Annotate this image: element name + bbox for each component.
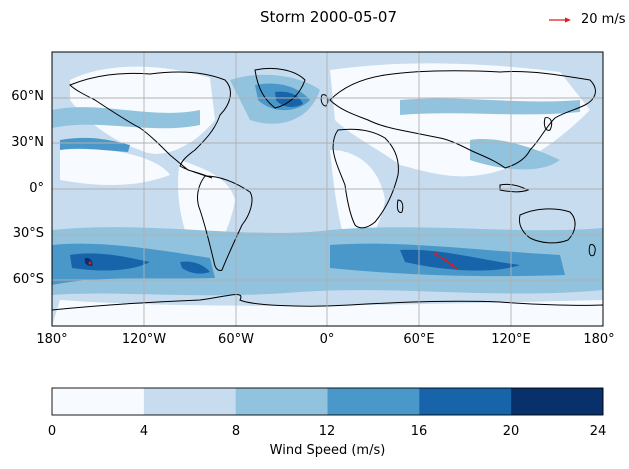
x-tick-120w: 120°W	[121, 332, 167, 347]
x-tick-180w: 180°	[36, 332, 68, 347]
colorbar-swatch	[511, 388, 604, 415]
x-tick-60w: 60°W	[218, 332, 254, 347]
australia-outline	[519, 208, 576, 244]
colorbar-tick-16: 16	[410, 424, 428, 439]
gridlines	[52, 52, 603, 326]
indonesia-outline	[499, 183, 530, 193]
colorbar-tick-8: 8	[231, 424, 241, 439]
storm-track	[88, 252, 459, 271]
colorbar-tick-4: 4	[139, 424, 149, 439]
x-tick-60e: 60°E	[403, 332, 435, 347]
colorbar-tick-12: 12	[318, 424, 336, 439]
y-tick-60s: 60°S	[12, 272, 44, 287]
quiver-key-label: 20 m/s	[581, 12, 626, 27]
y-tick-60n: 60°N	[11, 89, 44, 104]
colorbar-swatch	[52, 388, 145, 415]
colorbar-frame	[51, 387, 604, 416]
north-america-outline	[69, 71, 231, 179]
colorbar-label: Wind Speed (m/s)	[269, 443, 386, 458]
new-zealand-outline	[588, 244, 596, 257]
eurasia-outline	[329, 70, 596, 169]
y-tick-0: 0°	[29, 181, 44, 196]
y-tick-30s: 30°S	[12, 226, 44, 241]
africa-outline	[332, 128, 399, 229]
map-title: Storm 2000-05-07	[259, 8, 398, 26]
x-tick-0: 0°	[319, 332, 335, 347]
x-tick-120e: 120°E	[491, 332, 531, 347]
y-tick-30n: 30°N	[11, 135, 44, 150]
colorbar-tick-20: 20	[502, 424, 520, 439]
colorbar	[52, 388, 604, 415]
x-tick-180e: 180°	[583, 332, 615, 347]
colorbar-swatch	[327, 388, 420, 415]
colorbar-swatch	[143, 388, 237, 415]
colorbar-tick-24: 24	[589, 424, 607, 439]
japan-outline	[543, 117, 553, 131]
britain-outline	[320, 94, 329, 107]
map-frame	[51, 51, 604, 327]
colorbar-swatch	[235, 388, 328, 415]
quiver-key-arrowhead	[565, 17, 571, 23]
colorbar-tick-0: 0	[47, 424, 57, 439]
south-america-outline	[197, 175, 253, 271]
madagascar-outline	[396, 199, 404, 213]
greenland-outline	[254, 67, 306, 109]
colorbar-swatch	[419, 388, 512, 415]
